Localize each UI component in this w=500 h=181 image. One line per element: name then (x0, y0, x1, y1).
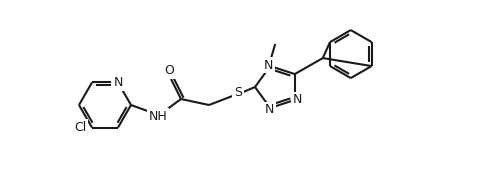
Text: S: S (234, 85, 242, 98)
Text: O: O (164, 64, 174, 77)
Text: N: N (293, 93, 302, 106)
Text: N: N (114, 76, 122, 89)
Text: Cl: Cl (74, 121, 86, 134)
Text: NH: NH (148, 110, 168, 123)
Text: N: N (264, 103, 274, 116)
Text: N: N (264, 59, 273, 71)
